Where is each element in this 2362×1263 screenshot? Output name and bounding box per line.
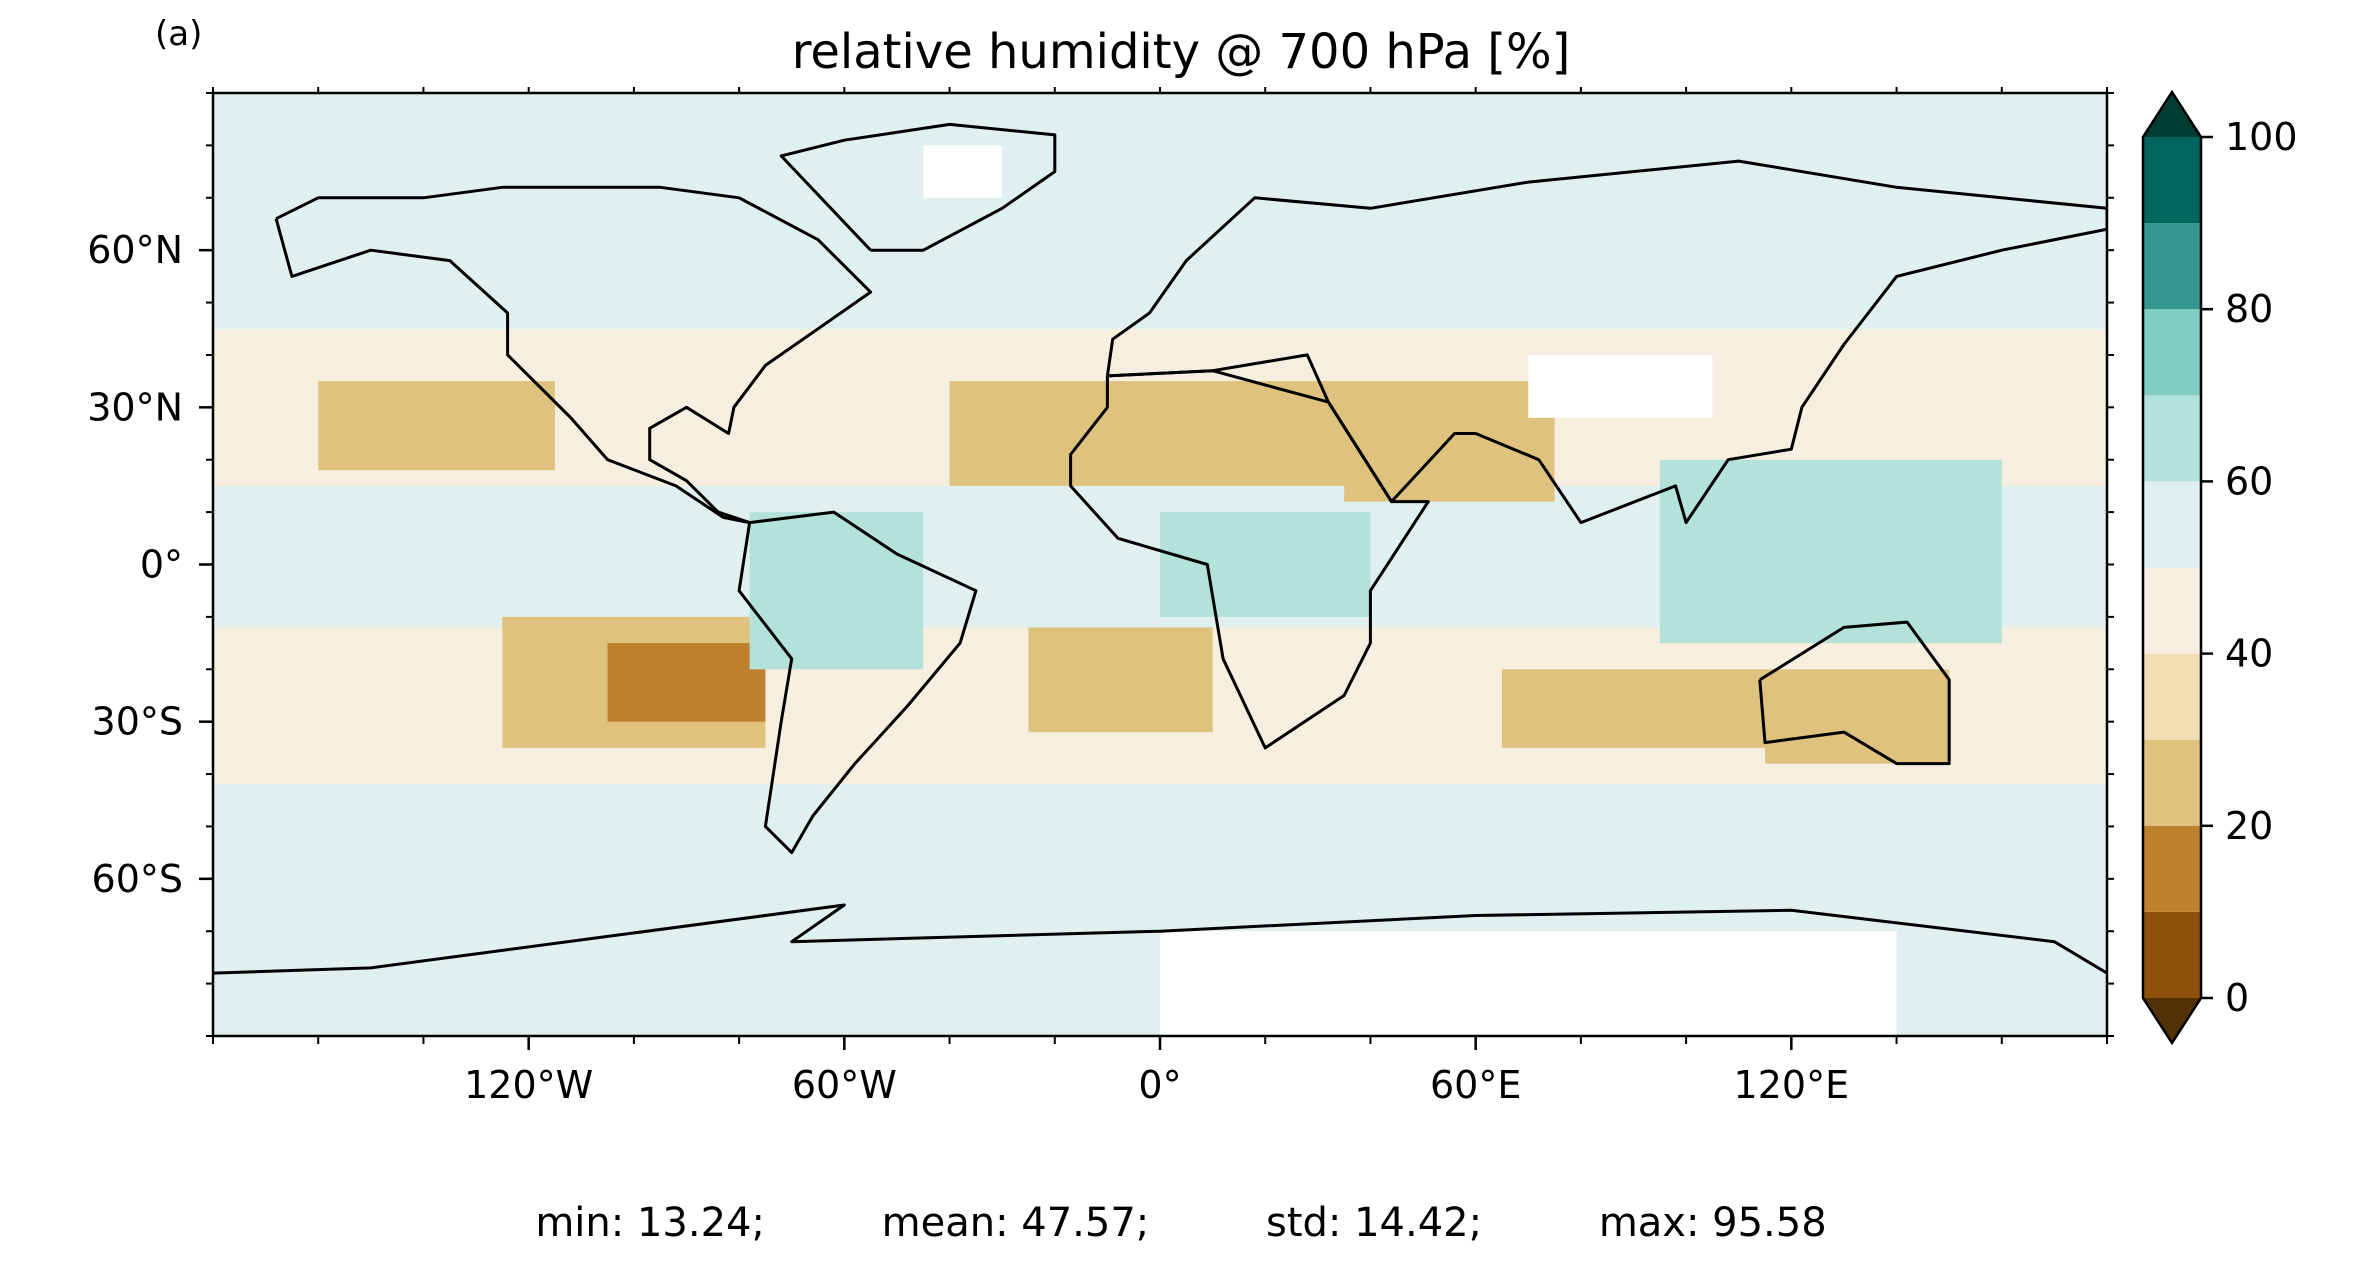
region-cell	[607, 643, 766, 722]
coastline-path	[1758, 620, 1951, 766]
colorbar-tick-label: 20	[2225, 804, 2273, 848]
stat-max: max: 95.58	[1598, 1200, 1827, 1246]
coastline-path	[737, 510, 978, 855]
region-cell	[1528, 354, 1713, 418]
colorbar-segment	[2143, 911, 2201, 998]
stat-std: std: 14.42;	[1266, 1200, 1483, 1246]
coastline-path	[1105, 159, 2107, 525]
y-tick-label: 30°N	[87, 385, 183, 429]
colorbar-under-arrow	[2143, 998, 2201, 1043]
region-cell	[318, 381, 555, 471]
x-tick-label: 0°	[1138, 1063, 1181, 1107]
y-tick-label: 30°S	[92, 700, 183, 744]
region-cell	[1028, 627, 1213, 733]
x-tick-label: 60°E	[1430, 1063, 1521, 1107]
coastline-path	[213, 903, 2107, 975]
region-cell	[1501, 669, 1766, 748]
y-tick-label: 0°	[140, 543, 183, 587]
chart-title: relative humidity @ 700 hPa [%]	[791, 24, 1571, 80]
stat-mean: mean: 47.57;	[881, 1200, 1150, 1246]
axis-tick-labels: 120°W 60°W 0° 60°E 120°E 60°N 30°N 0° 30°S 60°S	[87, 228, 1849, 1107]
region-cell	[923, 145, 1003, 198]
colorbar-segment	[2143, 309, 2201, 396]
colorbar-segment	[2143, 825, 2201, 912]
colorbar-segment	[2143, 567, 2201, 654]
colorbar-tick-label: 40	[2225, 632, 2273, 676]
region-cell	[1160, 512, 1371, 617]
colorbar-tick-label: 0	[2225, 976, 2249, 1020]
colorbar-segment	[2143, 653, 2201, 740]
colorbar-tick-label: 60	[2225, 459, 2273, 503]
axis-ticks	[199, 87, 2114, 1050]
region-cell	[1765, 669, 1950, 764]
panel-label: (a)	[155, 14, 203, 54]
region-cell	[1344, 381, 1555, 502]
stats-line: min: 13.24; mean: 47.57; std: 14.42; max…	[0, 1200, 2362, 1246]
humidity-field	[213, 145, 2107, 1036]
colorbar-segment	[2143, 137, 2201, 224]
colorbar-tick-label: 100	[2225, 115, 2298, 159]
colorbar-tick-label: 80	[2225, 287, 2273, 331]
x-tick-label: 60°W	[792, 1063, 897, 1107]
x-tick-label: 120°E	[1734, 1063, 1850, 1107]
colorbar-segment	[2143, 223, 2201, 310]
coastline-path	[779, 122, 1057, 252]
coastline-path	[274, 185, 873, 525]
y-tick-label: 60°S	[92, 857, 183, 901]
region-cell	[1659, 459, 2002, 644]
colorbar-over-arrow	[2143, 92, 2201, 137]
colorbar: 0 20 40 60 80 100	[2141, 89, 2298, 1046]
region-cell	[1160, 931, 1897, 1036]
colorbar-segment	[2143, 481, 2201, 568]
colorbar-segment	[2143, 739, 2201, 826]
y-tick-label: 60°N	[87, 228, 183, 272]
x-tick-label: 120°W	[464, 1063, 593, 1107]
colorbar-segment	[2143, 395, 2201, 482]
region-cell	[749, 512, 924, 670]
stat-min: min: 13.24;	[535, 1200, 765, 1246]
coastlines	[213, 122, 2107, 975]
